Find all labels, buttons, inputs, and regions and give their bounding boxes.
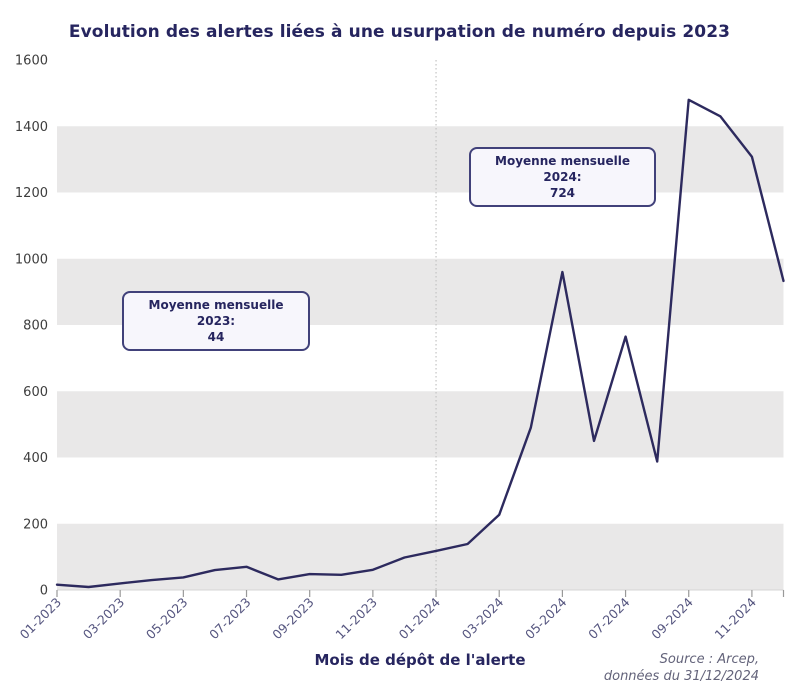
x-tick-label: 03-2023: [80, 595, 128, 643]
x-tick-label: 11-2024: [711, 594, 759, 642]
x-tick-label: 05-2024: [522, 594, 570, 642]
y-tick-label: 0: [40, 584, 48, 599]
x-tick-label: 11-2023: [332, 595, 380, 643]
source-note-line2: données du 31/12/2024: [603, 669, 759, 684]
x-tick-label: 03-2024: [459, 594, 507, 642]
y-tick-label: 800: [23, 319, 48, 334]
annotation-avg-2023-label: Moyenne mensuelle 2023:: [148, 298, 284, 328]
y-tick-label: 1200: [15, 186, 48, 201]
x-tick-label: 01-2024: [396, 594, 444, 642]
y-tick-label: 600: [23, 385, 48, 400]
x-tick-label: 07-2024: [585, 594, 633, 642]
annotation-avg-2024: Moyenne mensuelle 2024: 724: [469, 147, 656, 207]
y-tick-label: 200: [23, 517, 48, 532]
y-tick-label: 1400: [15, 120, 48, 135]
chart-band: [57, 126, 784, 193]
annotation-avg-2024-value: 724: [549, 186, 576, 200]
x-tick-label: 09-2024: [648, 594, 696, 642]
annotation-avg-2024-label: Moyenne mensuelle 2024:: [495, 154, 630, 184]
annotation-avg-2023: Moyenne mensuelle 2023: 44: [122, 291, 310, 351]
y-tick-label: 1600: [15, 54, 48, 69]
x-tick-label: 09-2023: [269, 595, 317, 643]
x-tick-label: 07-2023: [206, 595, 254, 643]
x-tick-label: 01-2023: [17, 595, 65, 643]
chart-title: Evolution des alertes liées à une usurpa…: [68, 22, 731, 42]
source-note-line1: Source : Arcep,: [659, 652, 759, 667]
y-tick-label: 400: [23, 451, 48, 466]
x-axis-title: Mois de dépôt de l'alerte: [314, 651, 526, 669]
source-note: Source : Arcep, données du 31/12/2024: [604, 651, 759, 685]
alerts-data-line: [55, 98, 785, 589]
y-tick-label: 1000: [15, 252, 48, 267]
chart-band: [57, 391, 784, 458]
x-tick-label: 05-2023: [143, 595, 191, 643]
annotation-avg-2023-value: 44: [207, 330, 225, 344]
